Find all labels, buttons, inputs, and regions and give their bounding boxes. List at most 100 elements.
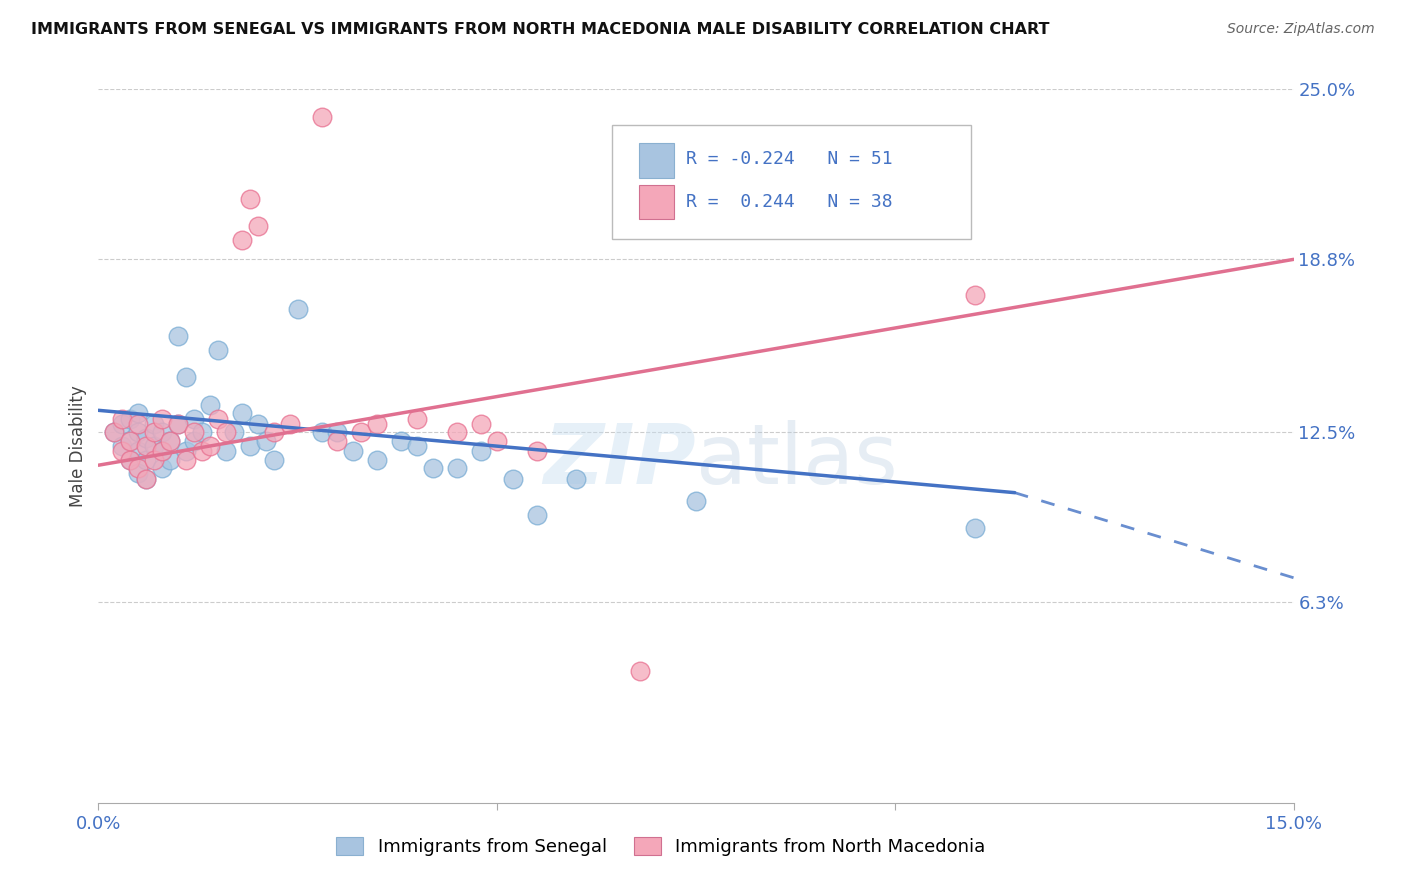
Point <box>120 434 142 448</box>
Point <box>406 439 429 453</box>
Point <box>287 301 309 316</box>
Point <box>135 452 157 467</box>
Point <box>127 444 149 458</box>
Text: R = -0.224   N = 51: R = -0.224 N = 51 <box>686 150 893 168</box>
Point <box>231 406 253 420</box>
Text: ZIP: ZIP <box>543 420 696 500</box>
Point <box>239 439 262 453</box>
Text: R =  0.244   N = 38: R = 0.244 N = 38 <box>686 193 893 211</box>
Point <box>350 425 373 440</box>
Point <box>120 434 142 448</box>
Legend: Immigrants from Senegal, Immigrants from North Macedonia: Immigrants from Senegal, Immigrants from… <box>328 828 994 865</box>
Point <box>198 398 221 412</box>
Point <box>215 425 238 440</box>
Point <box>311 425 333 440</box>
Point <box>127 425 149 440</box>
Point <box>246 219 269 234</box>
Point <box>135 439 157 453</box>
Point <box>120 411 142 425</box>
Point <box>254 434 277 448</box>
Point <box>183 425 205 440</box>
Point <box>446 425 468 440</box>
Point <box>174 444 197 458</box>
Point <box>135 431 157 445</box>
Point <box>143 425 166 440</box>
Point <box>222 425 245 440</box>
Point <box>159 434 181 448</box>
Text: Source: ZipAtlas.com: Source: ZipAtlas.com <box>1227 22 1375 37</box>
Point <box>446 461 468 475</box>
Point <box>326 425 349 440</box>
Point <box>278 417 301 431</box>
Point <box>127 417 149 431</box>
Point <box>502 472 524 486</box>
Point <box>366 452 388 467</box>
Point <box>174 452 197 467</box>
Point <box>526 444 548 458</box>
Point <box>963 288 986 302</box>
Point <box>287 21 309 36</box>
Text: IMMIGRANTS FROM SENEGAL VS IMMIGRANTS FROM NORTH MACEDONIA MALE DISABILITY CORRE: IMMIGRANTS FROM SENEGAL VS IMMIGRANTS FR… <box>31 22 1049 37</box>
Point <box>150 461 173 475</box>
FancyBboxPatch shape <box>613 125 972 239</box>
Point <box>207 343 229 357</box>
Point <box>470 417 492 431</box>
Point <box>685 494 707 508</box>
Text: atlas: atlas <box>696 420 897 500</box>
Point <box>167 417 190 431</box>
Point <box>127 406 149 420</box>
Point <box>215 444 238 458</box>
Point <box>143 452 166 467</box>
Point <box>183 411 205 425</box>
Point <box>263 425 285 440</box>
Point <box>246 417 269 431</box>
Point <box>143 439 166 453</box>
Point <box>207 411 229 425</box>
Point <box>342 444 364 458</box>
Point <box>143 417 166 431</box>
Point <box>159 434 181 448</box>
Point <box>326 434 349 448</box>
Point <box>150 411 173 425</box>
Point <box>150 444 173 458</box>
Point <box>111 411 134 425</box>
Point <box>111 444 134 458</box>
Point <box>127 467 149 481</box>
Point <box>120 452 142 467</box>
Point <box>159 452 181 467</box>
Point <box>366 417 388 431</box>
Point <box>127 461 149 475</box>
Point <box>311 110 333 124</box>
Point <box>198 439 221 453</box>
Y-axis label: Male Disability: Male Disability <box>69 385 87 507</box>
Point <box>120 452 142 467</box>
Point <box>167 329 190 343</box>
Point <box>470 444 492 458</box>
Point <box>628 664 651 678</box>
Point <box>263 452 285 467</box>
Point <box>167 417 190 431</box>
Point <box>103 425 125 440</box>
FancyBboxPatch shape <box>638 185 675 219</box>
FancyBboxPatch shape <box>638 144 675 178</box>
Point <box>135 472 157 486</box>
Point <box>565 472 588 486</box>
Point <box>485 434 508 448</box>
Point <box>239 192 262 206</box>
Point <box>183 434 205 448</box>
Point <box>963 521 986 535</box>
Point <box>231 233 253 247</box>
Point <box>191 444 214 458</box>
Point <box>111 439 134 453</box>
Point <box>135 472 157 486</box>
Point <box>174 370 197 384</box>
Point <box>103 425 125 440</box>
Point <box>422 461 444 475</box>
Point <box>406 411 429 425</box>
Point <box>191 425 214 440</box>
Point <box>150 425 173 440</box>
Point <box>150 444 173 458</box>
Point <box>389 434 412 448</box>
Point <box>111 417 134 431</box>
Point <box>526 508 548 522</box>
